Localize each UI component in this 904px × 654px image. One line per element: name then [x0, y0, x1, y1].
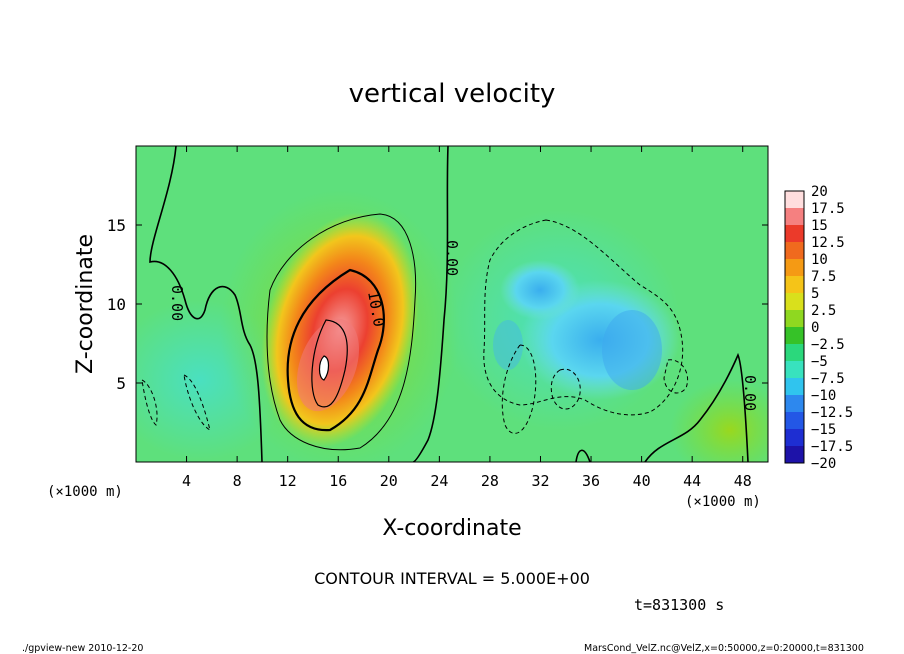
colorbar-label-0: 20 [811, 184, 828, 200]
colorbar-swatch-10 [785, 361, 804, 379]
contour-15 [311, 319, 348, 408]
colorbar-label-11: −7.5 [811, 371, 845, 387]
colorbar-swatch-5 [785, 276, 804, 294]
x-axis-label: X-coordinate [382, 516, 521, 541]
x-tick-label-9: 40 [633, 472, 651, 490]
colorbar-swatch-7 [785, 310, 804, 328]
x-tick-label-7: 32 [531, 472, 549, 490]
contour-zero-mid [412, 146, 449, 462]
colorbar-swatch-0 [785, 191, 804, 209]
colorbar-label-5: 7.5 [811, 269, 836, 285]
colorbar-label-15: −17.5 [811, 439, 853, 455]
colorbar-label-10: −5 [811, 354, 828, 370]
x-tick-label-11: 48 [734, 472, 752, 490]
colorbar-swatch-15 [785, 446, 804, 464]
colorbar-swatch-9 [785, 344, 804, 362]
y-tick-label-1: 10 [107, 295, 126, 314]
x-unit-label-right: (×1000 m) [685, 494, 761, 510]
x-tick-label-1: 8 [233, 472, 242, 490]
colorbar-label-14: −15 [811, 422, 836, 438]
contour-label-2: 10.0 [364, 290, 388, 329]
chart-title: vertical velocity [349, 79, 556, 109]
contour-20 [318, 355, 330, 381]
y-tick-label-2: 15 [107, 216, 126, 235]
x-tick-label-2: 12 [279, 472, 297, 490]
colorbar-frame [784, 190, 805, 464]
plot-field: 0.00 0.00 10.0 0.00 [136, 146, 768, 462]
footer-left: ./gpview-new 2010-12-20 [22, 643, 143, 654]
x-tick-label-10: 44 [683, 472, 701, 490]
contour-neg5-main [483, 219, 684, 416]
contour-label-3: 0.00 [741, 375, 759, 411]
x-tick-label-4: 20 [380, 472, 398, 490]
colorbar-label-8: 0 [811, 320, 819, 336]
colorbar-swatch-14 [785, 429, 804, 447]
contour-neg5-left [141, 374, 211, 431]
x-tick-label-5: 24 [430, 472, 448, 490]
contour-label-0: 0.00 [168, 285, 186, 321]
colorbar-swatch-4 [785, 259, 804, 277]
contour-zero-right [575, 352, 749, 462]
colorbar-swatch-6 [785, 293, 804, 311]
contour-5 [266, 213, 417, 451]
contour-label-1: 0.00 [443, 240, 461, 276]
x-tick-label-0: 4 [182, 472, 191, 490]
x-tick-label-6: 28 [481, 472, 499, 490]
y-axis-label: Z-coordinate [73, 234, 98, 374]
colorbar-label-9: −2.5 [811, 337, 845, 353]
contour-neg5-inner3 [663, 359, 688, 394]
contour-10 [286, 268, 385, 432]
x-tick-label-8: 36 [582, 472, 600, 490]
x-tick-label-3: 16 [329, 472, 347, 490]
colorbar-swatch-3 [785, 242, 804, 260]
colorbar-label-16: −20 [811, 456, 836, 472]
colorbar-swatch-12 [785, 395, 804, 413]
contour-zero-left [149, 146, 263, 462]
footer-right: MarsCond_VelZ.nc@VelZ,x=0:50000,z=0:2000… [584, 643, 864, 654]
y-tick-label-0: 5 [116, 374, 126, 393]
colorbar-swatch-13 [785, 412, 804, 430]
contour-interval: CONTOUR INTERVAL = 5.000E+00 [314, 569, 590, 588]
colorbar-swatch-11 [785, 378, 804, 396]
colorbar-swatch-8 [785, 327, 804, 345]
colorbar-label-1: 17.5 [811, 201, 845, 217]
colorbar-label-3: 12.5 [811, 235, 845, 251]
colorbar-label-6: 5 [811, 286, 819, 302]
colorbar-swatch-2 [785, 225, 804, 243]
colorbar: 2017.51512.5107.552.50−2.5−5−7.5−10−12.5… [784, 184, 853, 472]
time-label: t=831300 s [634, 596, 724, 614]
colorbar-label-13: −12.5 [811, 405, 853, 421]
colorbar-label-12: −10 [811, 388, 836, 404]
colorbar-label-7: 2.5 [811, 303, 836, 319]
colorbar-label-2: 15 [811, 218, 828, 234]
colorbar-swatch-1 [785, 208, 804, 226]
contour-neg5-inner1 [501, 344, 537, 434]
colorbar-label-4: 10 [811, 252, 828, 268]
x-unit-label-left: (×1000 m) [47, 484, 123, 500]
